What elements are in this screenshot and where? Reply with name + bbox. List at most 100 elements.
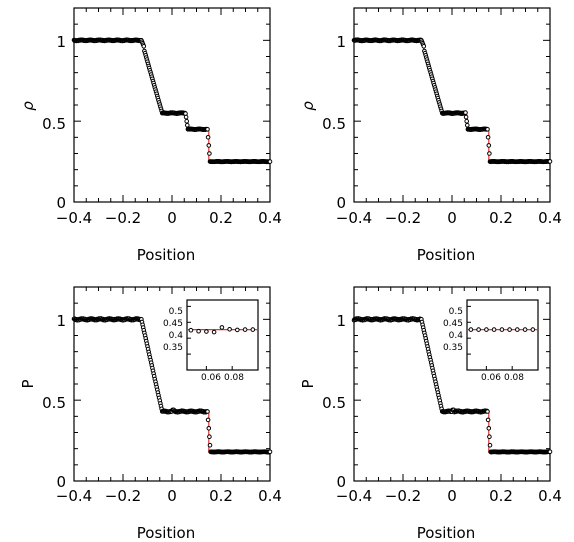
inset-y-tick-label: 0.4	[169, 331, 184, 341]
inset-data-point	[196, 328, 201, 334]
x-tick-label: −0.2	[385, 487, 421, 505]
inset-y-tick-label: 0.45	[443, 319, 463, 329]
panel-density-left: Position ρ −0.4 −0.2 0 0.2 0.4 0 0.5 1	[19, 7, 282, 264]
x-tick-label: −0.2	[105, 209, 141, 227]
panel-pressure-left: Position P −0.4 −0.2 0 0.2 0.4 0 0.5 1 0…	[19, 286, 282, 542]
data-point	[465, 122, 470, 128]
data-point	[184, 118, 189, 124]
y-tick-label: 1	[56, 33, 66, 51]
y-tick-label: 0.5	[42, 115, 66, 133]
data-point	[185, 122, 190, 128]
y-tick-label: 0.5	[322, 115, 346, 133]
x-axis-label: Position	[137, 246, 195, 264]
inset-data-point	[484, 327, 489, 332]
inset-data-point	[188, 327, 194, 333]
x-axis-label: Position	[417, 524, 475, 542]
y-tick-label: 0	[336, 473, 346, 491]
exact-solution-line	[354, 39, 550, 163]
inset-x-tick-label: 0.06	[481, 373, 501, 383]
data-point	[267, 449, 273, 455]
data-point	[463, 110, 468, 115]
x-tick-label: −0.2	[385, 209, 421, 227]
data-point	[205, 127, 210, 132]
inset-y-tick-label: 0.4	[449, 331, 464, 341]
x-tick-label: 0	[447, 487, 457, 505]
inset-data-point	[211, 329, 217, 335]
y-tick-label: 1	[336, 33, 346, 51]
exact-solution-line	[74, 39, 270, 163]
x-tick-label: 0.2	[489, 209, 513, 227]
plot-frame	[73, 7, 271, 203]
inset-x-tick-label: 0.08	[224, 373, 244, 383]
y-tick-label: 1	[336, 312, 346, 330]
data-point	[464, 118, 470, 124]
data-point	[421, 44, 427, 49]
inset-y-tick-label: 0.45	[163, 319, 183, 329]
x-tick-label: 0.4	[258, 209, 282, 227]
x-tick-label: 0.2	[489, 487, 513, 505]
inset-data-point	[530, 327, 536, 332]
data-point	[183, 111, 188, 116]
inset-data-point	[491, 327, 497, 332]
data-point	[207, 434, 212, 440]
data-point	[547, 159, 553, 164]
data-point	[487, 151, 492, 156]
inset-y-tick-label: 0.5	[449, 307, 463, 317]
inset-y-tick-label: 0.5	[169, 307, 183, 317]
x-tick-label: −0.2	[105, 487, 141, 505]
y-axis-label: P	[19, 379, 37, 388]
data-point	[205, 417, 211, 423]
data-point	[207, 151, 212, 156]
data-point	[486, 143, 492, 148]
y-axis-label: ρ	[19, 101, 37, 111]
x-axis-label: Position	[417, 246, 475, 264]
inset-data-point	[227, 327, 232, 332]
data-point	[141, 44, 147, 49]
data-point	[206, 426, 212, 431]
data-point	[207, 442, 213, 448]
y-axis-label: ρ	[299, 101, 317, 111]
x-tick-label: 0	[167, 487, 177, 505]
x-tick-label: −0.4	[56, 487, 92, 505]
x-tick-label: 0.4	[538, 209, 562, 227]
data-point	[485, 417, 491, 423]
data-point	[267, 159, 273, 164]
inset-plot	[466, 299, 539, 371]
y-tick-label: 0.5	[322, 394, 346, 412]
data-point	[487, 434, 492, 440]
data-point	[463, 114, 469, 120]
data-point	[487, 442, 493, 448]
data-point	[547, 449, 553, 455]
y-tick-label: 1	[56, 312, 66, 330]
inset-data-point	[250, 327, 256, 332]
panel-density-right: Position ρ −0.4 −0.2 0 0.2 0.4 0 0.5 1	[299, 7, 562, 264]
x-tick-label: 0	[447, 209, 457, 227]
x-tick-label: −0.4	[336, 209, 372, 227]
x-tick-label: −0.4	[56, 209, 92, 227]
plot-frame	[353, 7, 551, 203]
y-tick-label: 0.5	[42, 394, 66, 412]
inset-data-point	[468, 327, 474, 332]
data-point	[485, 127, 490, 132]
data-point	[183, 114, 189, 120]
panel-pressure-right: Position P −0.4 −0.2 0 0.2 0.4 0 0.5 1 0…	[299, 286, 562, 542]
inset-data-point	[242, 327, 248, 332]
y-tick-label: 0	[56, 194, 66, 212]
x-tick-label: 0.4	[258, 487, 282, 505]
x-tick-label: 0.2	[209, 487, 233, 505]
data-point	[205, 409, 210, 414]
inset-data-point	[204, 329, 209, 334]
inset-x-tick-label: 0.08	[504, 373, 524, 383]
inset-data-point	[515, 327, 520, 332]
data-point	[485, 135, 491, 140]
inset-data-point	[476, 327, 481, 332]
inset-plot	[186, 299, 259, 371]
y-tick-label: 0	[56, 473, 66, 491]
y-axis-label: P	[299, 379, 317, 388]
inset-frame	[186, 299, 259, 371]
inset-data-point	[219, 325, 225, 330]
data-point	[486, 426, 492, 431]
x-tick-label: −0.4	[336, 487, 372, 505]
y-tick-label: 0	[336, 194, 346, 212]
